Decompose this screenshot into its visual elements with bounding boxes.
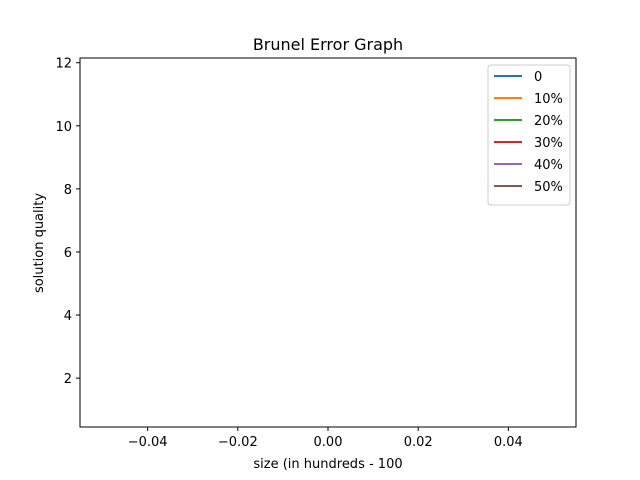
- x-tick-label: −0.02: [218, 435, 258, 450]
- y-tick-label: 12: [55, 57, 72, 72]
- x-axis-ticks: −0.04 −0.02 0.00 0.02 0.04: [128, 427, 523, 450]
- y-axis-ticks: 2 4 6 8 10 12: [55, 57, 80, 387]
- y-tick-label: 10: [55, 120, 72, 135]
- x-tick-label: 0.04: [494, 435, 523, 450]
- legend: 0 10% 20% 30% 40% 50%: [487, 64, 571, 206]
- legend-label: 0: [534, 70, 542, 85]
- legend-label: 30%: [534, 136, 563, 151]
- x-tick-label: −0.04: [128, 435, 168, 450]
- legend-label: 10%: [534, 92, 563, 107]
- legend-label: 20%: [534, 114, 563, 129]
- x-tick-label: 0.02: [404, 435, 433, 450]
- legend-frame: [487, 64, 571, 206]
- y-axis-label: solution quality: [32, 193, 47, 293]
- y-tick-label: 8: [64, 183, 72, 198]
- x-tick-label: 0.00: [314, 435, 343, 450]
- y-tick-label: 6: [64, 246, 72, 261]
- y-tick-label: 4: [64, 309, 72, 324]
- x-axis-label: size (in hundreds - 100: [253, 457, 402, 472]
- y-tick-label: 2: [64, 372, 72, 387]
- chart-title: Brunel Error Graph: [253, 35, 403, 54]
- legend-label: 40%: [534, 158, 563, 173]
- legend-label: 50%: [534, 180, 563, 195]
